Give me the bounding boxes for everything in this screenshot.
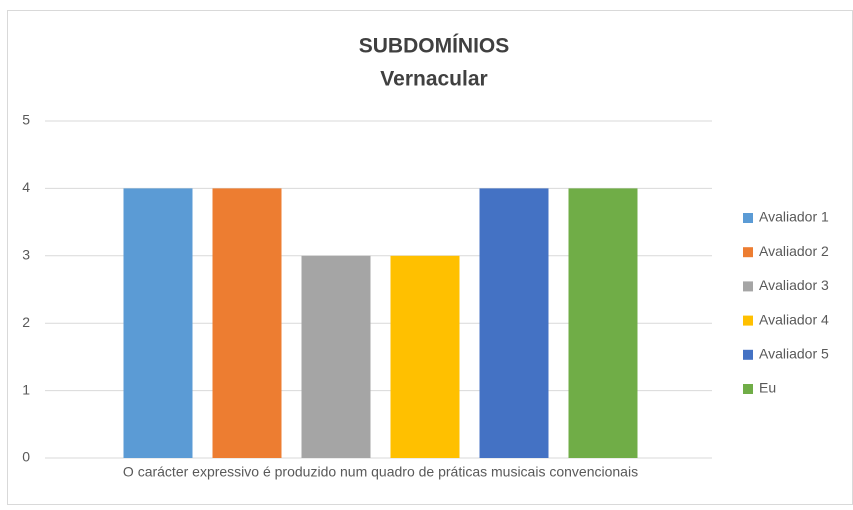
y-tick-label: 1: [22, 381, 30, 397]
bar: [568, 188, 638, 458]
legend-label: Avaliador 2: [759, 243, 829, 259]
legend-swatch: [743, 384, 753, 394]
chart-title: SUBDOMÍNIOS: [359, 35, 510, 58]
legend-label: Avaliador 1: [759, 209, 829, 225]
chart-subtitle: Vernacular: [380, 68, 487, 91]
bar: [390, 255, 460, 458]
legend-swatch: [743, 349, 753, 360]
y-tick-label: 3: [22, 247, 30, 263]
legend-label: Eu: [759, 380, 776, 396]
bar: [301, 255, 371, 458]
legend-swatch: [743, 281, 753, 292]
legend-swatch: [743, 213, 753, 223]
bar: [212, 188, 282, 458]
legend-label: Avaliador 4: [759, 311, 829, 327]
legend-label: Avaliador 5: [759, 346, 829, 362]
legend-label: Avaliador 3: [759, 277, 829, 293]
y-tick-label: 4: [22, 179, 30, 195]
bar: [479, 188, 549, 458]
legend-swatch: [743, 315, 753, 326]
x-tick-label: O carácter expressivo é produzido num qu…: [123, 464, 638, 480]
bar: [123, 188, 193, 458]
y-tick-label: 0: [22, 449, 30, 465]
y-tick-label: 5: [22, 112, 30, 128]
legend-swatch: [743, 247, 753, 258]
y-tick-label: 2: [22, 314, 30, 330]
